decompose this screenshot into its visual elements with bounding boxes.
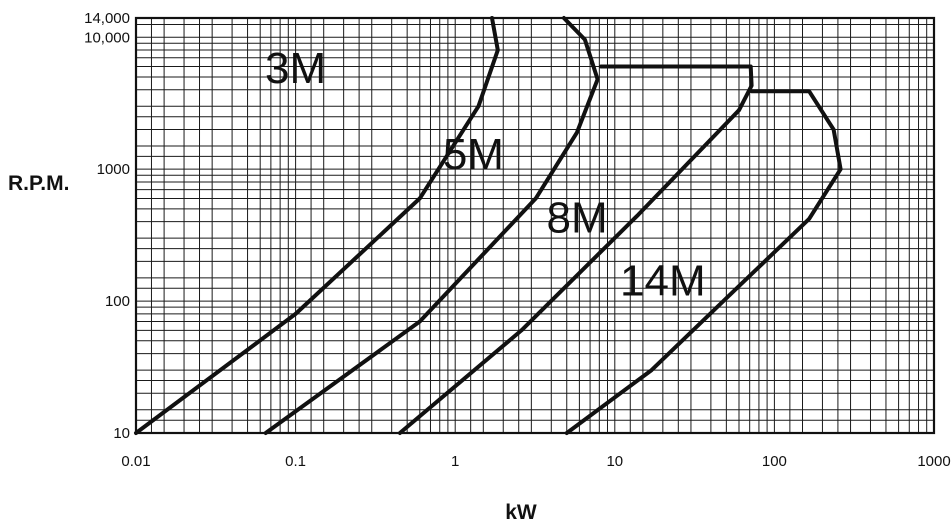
- y-tick-label: 100: [105, 293, 130, 310]
- x-tick-label: 0.1: [285, 453, 306, 470]
- x-tick-label: 1: [451, 453, 459, 470]
- series-line-14m: [564, 89, 843, 435]
- grid-lines: [136, 18, 934, 433]
- y-axis-title: R.P.M.: [8, 172, 69, 195]
- series-label-8m: 8M: [546, 194, 607, 243]
- series-label-5m: 5M: [443, 130, 504, 179]
- series-label-14m: 14M: [620, 257, 706, 306]
- series-label-3m: 3M: [265, 44, 326, 93]
- series-labels: 3M 5M 8M 14M: [265, 44, 706, 306]
- y-tick-label: 10: [113, 425, 130, 442]
- series-line-3m: [134, 16, 500, 435]
- x-tick-label: 100: [762, 453, 787, 470]
- tick-labels: 0.01 0.1 1 10 100 1000 10 100 1000 10,000 14,000: [84, 10, 951, 470]
- x-axis-title: kW: [505, 501, 537, 524]
- series-line-8m: [397, 64, 754, 435]
- y-tick-label: 1000: [97, 161, 130, 178]
- series-line-5m: [263, 16, 600, 435]
- y-tick-label: 14,000: [84, 10, 130, 27]
- plot-frame: [134, 16, 936, 435]
- x-tick-label: 0.01: [121, 453, 150, 470]
- y-tick-label: 10,000: [84, 29, 130, 46]
- x-tick-label: 1000: [917, 453, 950, 470]
- x-tick-label: 10: [606, 453, 623, 470]
- series-curves: [134, 16, 843, 435]
